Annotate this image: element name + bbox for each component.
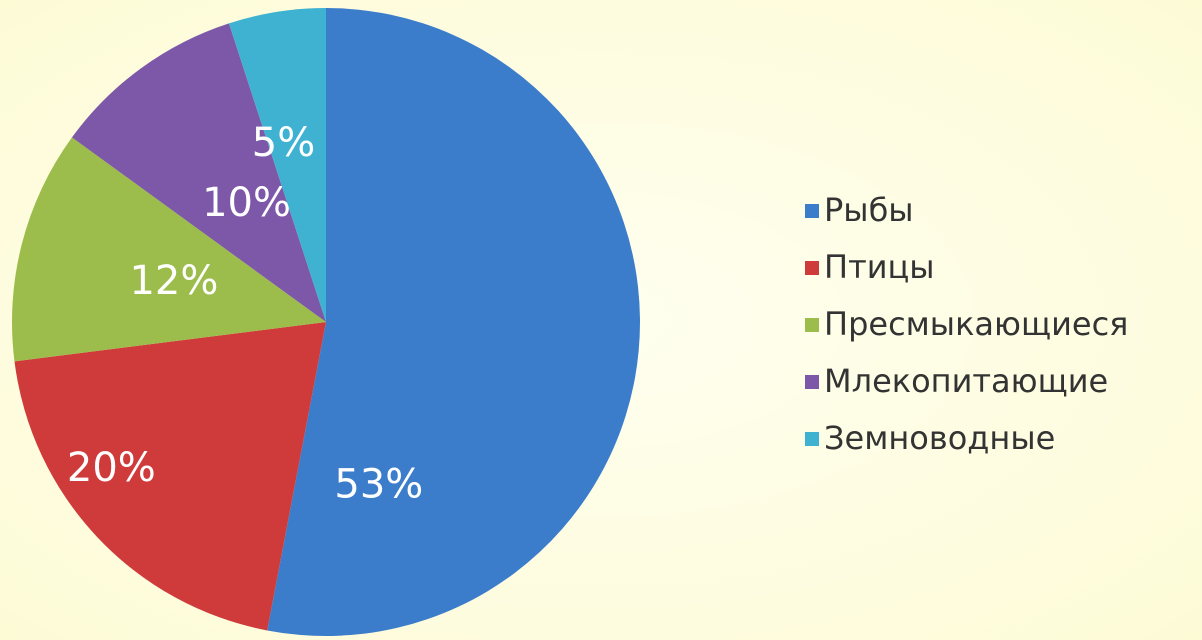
value-label: 5% <box>252 120 315 166</box>
value-label: 20% <box>67 445 156 491</box>
legend-swatch <box>805 318 819 332</box>
legend-swatch <box>805 261 819 275</box>
legend-swatch <box>805 204 819 218</box>
legend-label: Рыбы <box>824 191 914 229</box>
page: 53% 20% 12% 10% 5% Рыбы Птицы Пресмыкающиеся Мле… <box>0 0 1202 640</box>
legend-label: Млекопитающие <box>824 362 1108 400</box>
value-label: 12% <box>129 258 218 304</box>
legend-label: Пресмыкающиеся <box>824 305 1128 343</box>
legend-swatch <box>805 375 819 389</box>
legend-label: Птицы <box>824 248 935 286</box>
chart: 53% 20% 12% 10% 5% Рыбы Птицы Пресмыкающиеся Мле… <box>0 0 1202 640</box>
value-label: 53% <box>334 461 423 507</box>
legend-swatch <box>805 432 819 446</box>
legend-label: Земноводные <box>824 419 1055 457</box>
value-label: 10% <box>202 180 291 226</box>
